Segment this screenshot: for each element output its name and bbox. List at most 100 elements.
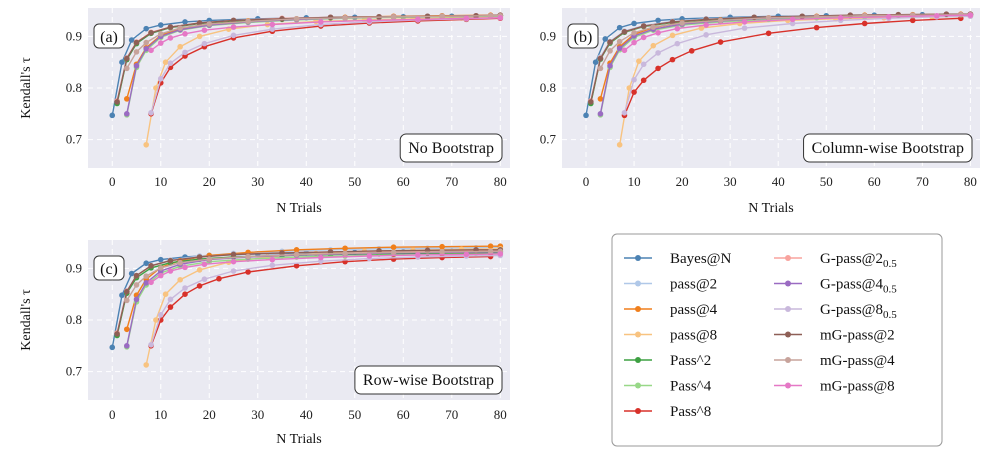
data-point-pass-8 <box>717 39 724 45</box>
panel-label-text: (a) <box>100 29 118 46</box>
data-point-mg-pass-4 <box>765 15 772 21</box>
data-point-g-pass-8-0-5 <box>269 26 276 32</box>
legend-item-g-pass-4-0-5: G-pass@40.5 <box>774 277 897 296</box>
data-point-g-pass-8-0-5 <box>631 76 637 83</box>
y-axis-label: Kendall's τ <box>19 289 34 351</box>
x-axis-label: N Trials <box>276 201 322 216</box>
x-tick-label: 80 <box>494 174 507 189</box>
legend-swatch-marker <box>785 280 791 287</box>
y-tick-label: 0.9 <box>540 28 556 43</box>
data-point-bayes-n <box>631 20 637 27</box>
y-tick-label: 0.8 <box>66 80 82 95</box>
legend-label-subscript: 0.5 <box>883 284 897 296</box>
data-point-pass-4 <box>390 244 397 251</box>
data-point-mg-pass-4 <box>206 21 213 27</box>
legend-label: G-pass@20.5 <box>820 251 897 270</box>
data-point-mg-pass-8 <box>789 16 796 23</box>
x-tick-label: 0 <box>583 174 590 189</box>
annotation-text: Column-wise Bootstrap <box>812 140 964 157</box>
data-point-g-pass-8-0-5 <box>148 109 154 116</box>
y-tick-label: 0.9 <box>66 260 82 275</box>
data-point-pass-4 <box>487 243 494 249</box>
data-point-mg-pass-8 <box>201 27 208 33</box>
data-point-g-pass-8-0-5 <box>230 32 237 39</box>
x-tick-label: 10 <box>154 407 167 422</box>
series-group <box>583 11 974 148</box>
legend-item-pass-4: pass@4 <box>624 302 718 318</box>
x-tick-label: 10 <box>154 174 167 189</box>
data-point-mg-pass-4 <box>439 13 445 20</box>
data-point-mg-pass-4 <box>607 48 613 54</box>
legend-swatch-marker <box>635 382 641 389</box>
data-point-pass-8 <box>861 20 868 27</box>
legend-label: Pass^4 <box>670 379 712 395</box>
data-point-g-pass-8-0-5 <box>703 32 709 38</box>
data-point-bayes-n <box>655 17 661 24</box>
data-point-g-pass-8-0-5 <box>201 40 208 47</box>
data-point-pass-8 <box>143 362 150 368</box>
x-tick-label: 30 <box>251 407 264 422</box>
data-point-bayes-n <box>109 112 116 119</box>
legend-swatch-marker <box>635 357 641 363</box>
data-point-g-pass-8-0-5 <box>182 285 188 291</box>
data-point-g-pass-8-0-5 <box>640 61 647 68</box>
data-point-mg-pass-2 <box>279 250 285 256</box>
data-point-mg-pass-2 <box>167 24 174 30</box>
legend-item-mg-pass-8: mG-pass@8 <box>774 379 895 395</box>
data-point-mg-pass-2 <box>124 55 130 62</box>
data-point-mg-pass-4 <box>439 249 445 255</box>
x-tick-label: 10 <box>628 174 641 189</box>
data-point-pass-8 <box>143 141 150 148</box>
data-point-g-pass-8-0-5 <box>167 60 174 67</box>
data-point-mg-pass-8 <box>167 268 174 274</box>
data-point-g-pass-8-0-5 <box>182 49 188 56</box>
data-point-pass-4 <box>597 96 604 102</box>
legend-frame <box>611 233 943 447</box>
data-point-mg-pass-8 <box>631 39 637 46</box>
legend-swatch-marker <box>785 357 791 363</box>
data-point-mg-pass-2 <box>607 39 613 45</box>
series-line-g-pass-8-0-5 <box>150 254 501 346</box>
data-point-mg-pass-2 <box>799 13 806 20</box>
legend-label-subscript: 0.5 <box>883 309 897 321</box>
data-point-mg-pass-8 <box>497 15 504 21</box>
data-point-bayes-n <box>128 37 135 43</box>
data-point-pass-8 <box>650 42 657 49</box>
legend-item-pass-2: pass@2 <box>624 277 717 293</box>
y-tick-label: 0.8 <box>66 312 82 327</box>
legend-swatch-marker <box>785 306 791 312</box>
x-tick-label: 0 <box>109 407 116 422</box>
data-point-mg-pass-8 <box>933 12 940 19</box>
legend-item-mg-pass-2: mG-pass@2 <box>774 328 895 344</box>
data-point-mg-pass-4 <box>342 250 348 257</box>
data-point-bayes-n <box>143 25 150 32</box>
y-axis-label: Kendall's τ <box>19 57 34 119</box>
data-point-mg-pass-4 <box>487 12 494 19</box>
data-point-g-pass-8-0-5 <box>674 40 681 47</box>
data-point-mg-pass-4 <box>124 297 130 304</box>
data-point-g-pass-8-0-5 <box>621 109 628 116</box>
data-point-mg-pass-2 <box>148 263 154 269</box>
data-point-pass-8 <box>293 263 300 269</box>
data-point-mg-pass-4 <box>133 49 140 55</box>
x-tick-label: 70 <box>445 174 458 189</box>
data-point-pass-8 <box>631 89 637 95</box>
data-point-mg-pass-4 <box>177 25 183 31</box>
data-point-mg-pass-2 <box>196 254 203 260</box>
legend-label: Pass^2 <box>670 353 711 369</box>
y-tick-label: 0.9 <box>66 28 82 43</box>
data-point-mg-pass-8 <box>674 25 681 32</box>
data-point-mg-pass-4 <box>206 256 213 262</box>
data-point-pass-8 <box>813 24 820 31</box>
legend-swatch-marker <box>785 382 791 389</box>
data-point-mg-pass-8 <box>269 256 276 263</box>
data-point-mg-pass-2 <box>597 55 604 62</box>
data-point-mg-pass-8 <box>230 24 237 30</box>
data-point-bayes-n <box>119 292 125 299</box>
panel-a: 0 10 20 30 40 50 60 70 80 0.7 0.8 0.9 (a) No Bootstra… <box>19 8 510 216</box>
legend-label: Bayes@N <box>670 251 731 267</box>
data-point-mg-pass-4 <box>157 265 164 271</box>
data-point-mg-pass-4 <box>650 24 657 30</box>
data-point-pass-8 <box>182 291 188 297</box>
